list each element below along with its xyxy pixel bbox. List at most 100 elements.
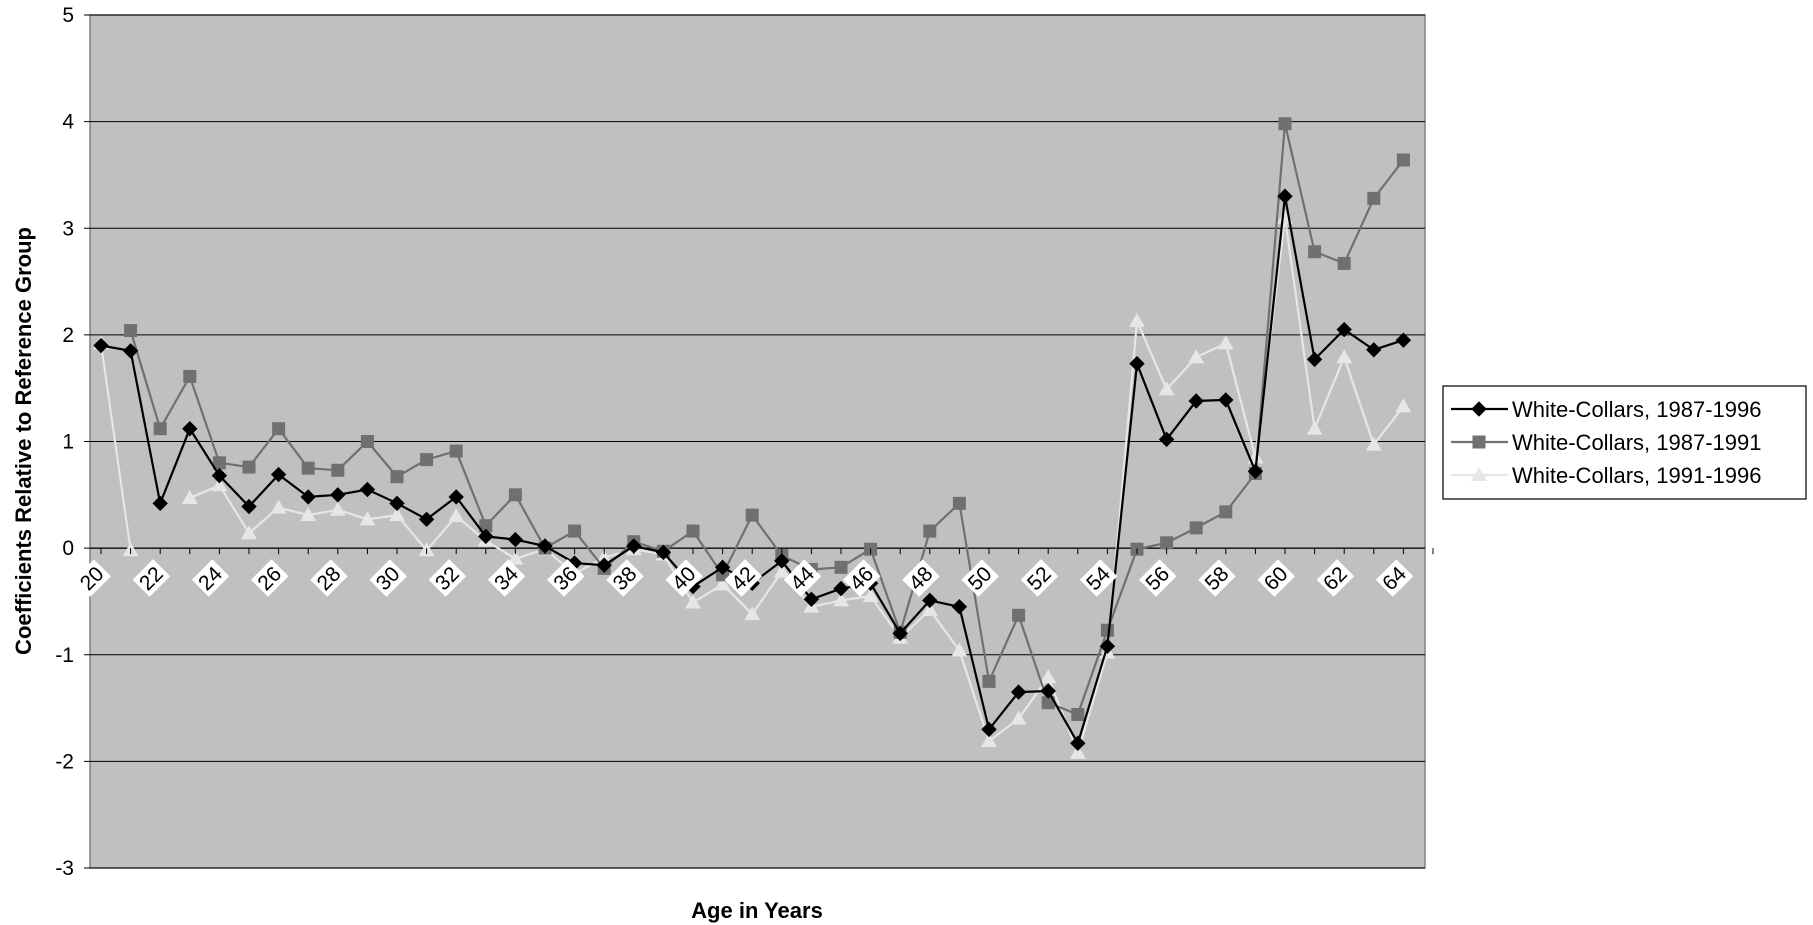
x-tick-label-bg [1079, 559, 1118, 597]
y-tick-label: 3 [62, 217, 74, 240]
x-tick-label-bg [783, 559, 822, 597]
data-point [1040, 669, 1057, 684]
x-tick-label-bg [191, 559, 230, 597]
data-point [1277, 188, 1293, 204]
data-point [1099, 638, 1116, 654]
legend-entry: White-Collars, 1991-1996 [1512, 463, 1761, 488]
data-point [360, 435, 374, 448]
x-tick-label-bg [843, 559, 881, 597]
data-point [1366, 342, 1382, 358]
y-axis-ticks: 5 4 3 2 1 0 -1 -2 -3 [55, 4, 90, 880]
data-point [181, 490, 198, 505]
data-point [596, 549, 613, 564]
x-tick-label-bg [961, 559, 999, 597]
data-point [1306, 351, 1323, 368]
x-tick-label-bg [487, 559, 526, 597]
data-point [241, 525, 257, 540]
data-point [1010, 684, 1027, 700]
x-tick-label-bg [1139, 559, 1177, 597]
data-point [1218, 392, 1234, 408]
data-point [508, 488, 522, 502]
data-point [833, 580, 849, 597]
data-point [359, 481, 376, 498]
data-point [596, 557, 612, 573]
data-point [507, 550, 524, 565]
legend: White-Collars, 1987-1996 White-Collars, 1… [1442, 385, 1807, 500]
data-point [1129, 355, 1145, 372]
data-point [153, 422, 167, 436]
x-tick-label-bg [1375, 559, 1414, 597]
x-tick-label-bg [1020, 559, 1059, 597]
x-tick-label-bg [369, 559, 407, 597]
x-tick-label-bg [547, 559, 585, 597]
data-point [923, 524, 937, 538]
data-point [124, 324, 138, 338]
data-point [507, 531, 524, 548]
data-point [329, 501, 346, 516]
data-point [1247, 463, 1264, 480]
x-tick-label-bg [310, 559, 348, 597]
data-point [211, 477, 228, 492]
data-point [1337, 256, 1351, 270]
data-point [242, 460, 256, 474]
data-point [685, 594, 701, 609]
x-tick-label-bg [724, 559, 763, 597]
data-point [1306, 420, 1323, 435]
data-point [714, 576, 731, 591]
data-point [773, 563, 790, 578]
series-2 [124, 117, 1410, 721]
data-point [834, 560, 848, 574]
y-tick-label: 2 [62, 324, 74, 347]
gridlines [90, 14, 1425, 869]
data-point [1010, 710, 1027, 725]
x-tick-label-bg [428, 559, 467, 597]
data-point [922, 592, 938, 609]
x-tick-label-bg [1198, 559, 1236, 597]
data-point [1041, 696, 1055, 710]
y-tick-label: 0 [62, 537, 74, 560]
data-point [330, 487, 346, 503]
data-point [152, 495, 168, 512]
legend-entry: White-Collars, 1987-1991 [1512, 430, 1761, 455]
y-tick-label: 4 [62, 111, 74, 134]
data-point [448, 489, 464, 505]
data-point [389, 495, 405, 512]
data-point [359, 511, 376, 526]
data-point [390, 470, 404, 484]
data-point [212, 456, 226, 470]
data-point [568, 524, 582, 538]
legend-marker [1472, 435, 1486, 449]
data-point [744, 606, 761, 621]
data-point [1071, 707, 1085, 721]
data-point [1395, 332, 1412, 348]
x-tick-label-bg [606, 559, 644, 597]
data-point [270, 499, 287, 514]
data-point [479, 519, 493, 533]
legend-marker [1471, 401, 1487, 417]
data-point [1188, 349, 1205, 364]
data-point [301, 461, 315, 475]
data-point [1160, 536, 1174, 550]
y-tick-label: -3 [55, 857, 74, 880]
data-point [272, 422, 286, 436]
series-layer [93, 117, 1412, 759]
data-point [1367, 191, 1381, 205]
x-tick-label-bg [132, 559, 171, 597]
data-point [892, 625, 908, 642]
data-point [1158, 381, 1175, 396]
data-point [981, 721, 997, 738]
data-point [1100, 623, 1114, 637]
x-axis-label: Age in Years [691, 898, 823, 923]
data-point [1278, 117, 1292, 131]
data-point [331, 463, 345, 477]
data-point [93, 337, 109, 354]
data-point [1040, 683, 1056, 699]
y-tick-label: 1 [62, 431, 74, 454]
data-point [1395, 398, 1412, 413]
data-point [1219, 505, 1233, 519]
data-point [182, 420, 198, 437]
series-1 [93, 188, 1412, 751]
data-point [300, 507, 317, 522]
x-tick-label-bg [73, 559, 111, 597]
